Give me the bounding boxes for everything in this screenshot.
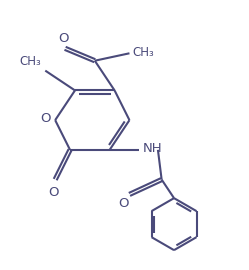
Text: O: O [49,186,59,199]
Text: O: O [59,32,69,45]
Text: O: O [41,112,51,125]
Text: CH₃: CH₃ [20,55,42,68]
Text: O: O [118,197,128,210]
Text: CH₃: CH₃ [132,46,154,59]
Text: NH: NH [142,142,162,155]
